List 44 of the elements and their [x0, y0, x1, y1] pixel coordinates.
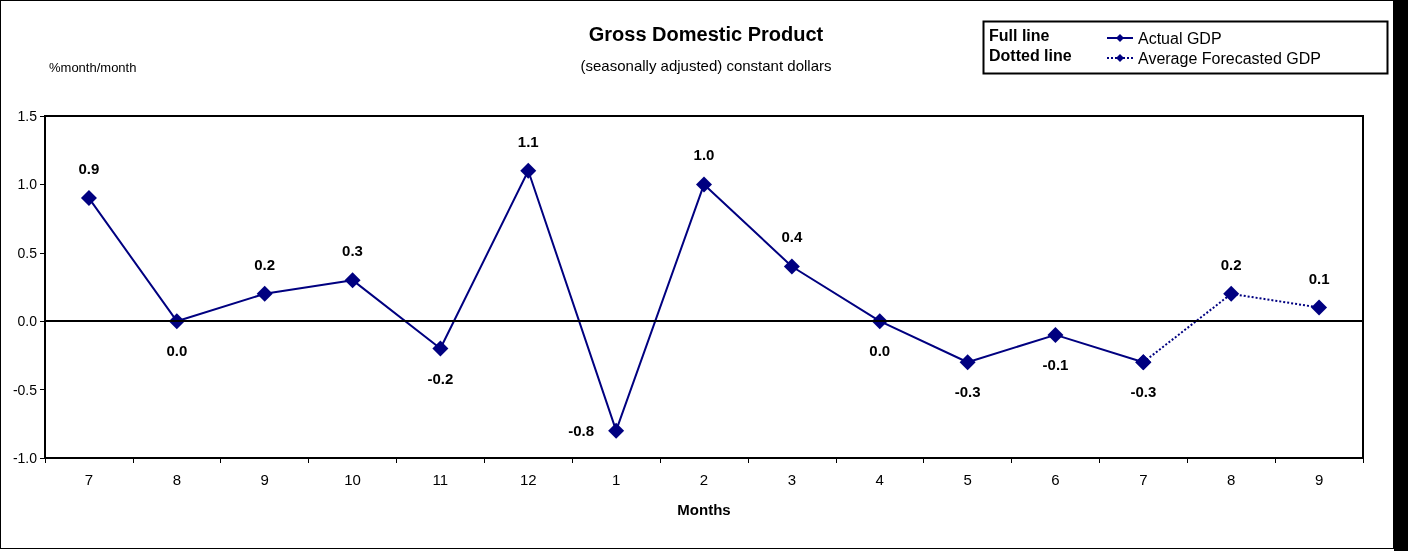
chart-title: Gross Domestic Product — [588, 23, 824, 45]
data-label: 1.1 — [517, 132, 539, 150]
y-tick-label: -0.5 — [12, 381, 38, 398]
data-label: 0.2 — [1220, 255, 1242, 273]
x-tick-label: 7 — [84, 471, 94, 488]
x-tick-label: 3 — [787, 471, 797, 488]
data-label: -0.1 — [1042, 355, 1069, 373]
data-label: 0.0 — [166, 342, 188, 360]
x-tick-label: 11 — [432, 471, 449, 488]
legend-label: Actual GDP — [1138, 29, 1222, 47]
data-label: 0.1 — [1308, 269, 1330, 287]
y-tick-label: 0.5 — [17, 244, 38, 261]
x-tick-label: 4 — [875, 471, 884, 488]
text: Full line — [989, 26, 1050, 44]
x-tick-label: 12 — [519, 471, 537, 488]
data-label: 0.9 — [78, 160, 100, 178]
data-label: -0.3 — [1130, 383, 1157, 401]
data-label: -0.3 — [954, 383, 981, 401]
x-tick-label: 8 — [1227, 471, 1236, 488]
chart-subtitle: (seasonally adjusted) constant dollars — [580, 57, 832, 74]
x-tick-label: 9 — [1314, 471, 1324, 488]
y-axis-title: %month/month — [49, 60, 137, 75]
x-tick-label: 1 — [611, 471, 621, 488]
y-tick-label: 1.0 — [17, 176, 38, 193]
legend-label: Average Forecasted GDP — [1138, 49, 1321, 67]
x-axis-title: Months — [677, 501, 731, 518]
x-tick-label: 9 — [260, 471, 269, 488]
data-label: -0.8 — [568, 422, 595, 440]
y-tick-label: -1.0 — [12, 450, 38, 466]
data-label: 0.0 — [869, 342, 891, 360]
text: Dotted line — [989, 46, 1072, 64]
data-label: 0.3 — [342, 242, 363, 260]
data-label: -0.2 — [427, 369, 454, 387]
x-tick-label: 10 — [344, 471, 361, 488]
y-tick-label: 1.5 — [17, 108, 38, 124]
data-label: 1.0 — [693, 146, 715, 164]
x-tick-label: 7 — [1139, 471, 1148, 488]
data-label: 0.4 — [781, 228, 803, 246]
x-tick-label: 5 — [963, 471, 972, 488]
x-tick-label: 8 — [172, 471, 181, 488]
x-tick-label: 6 — [1051, 471, 1060, 488]
data-label: 0.2 — [254, 255, 276, 273]
y-tick-label: 0.0 — [17, 313, 38, 330]
x-tick-label: 2 — [699, 471, 709, 488]
